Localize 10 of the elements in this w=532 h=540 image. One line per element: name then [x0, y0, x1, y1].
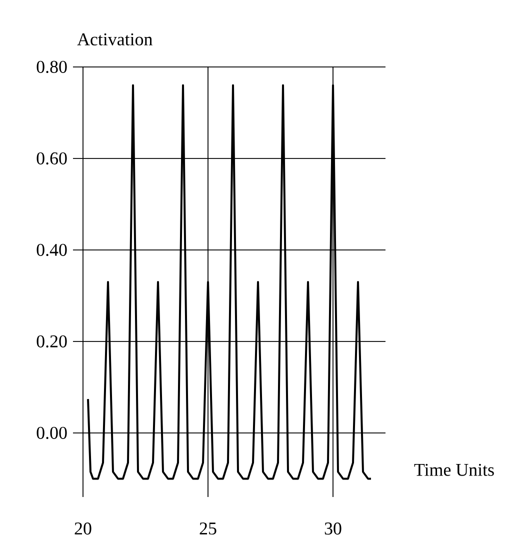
x-axis-title: Time Units [414, 464, 494, 476]
x-tick-label: 30 [324, 522, 342, 535]
y-axis-title: Activation [77, 33, 152, 46]
x-tick-label: 20 [74, 522, 92, 535]
y-tick-label: 0.00 [36, 426, 67, 440]
y-tick-label: 0.80 [36, 60, 67, 74]
x-tick-label: 25 [200, 522, 216, 535]
y-tick-label: 0.40 [36, 244, 67, 256]
y-tick-label: 0.20 [36, 335, 67, 348]
y-tick-label: 0.60 [36, 152, 67, 165]
